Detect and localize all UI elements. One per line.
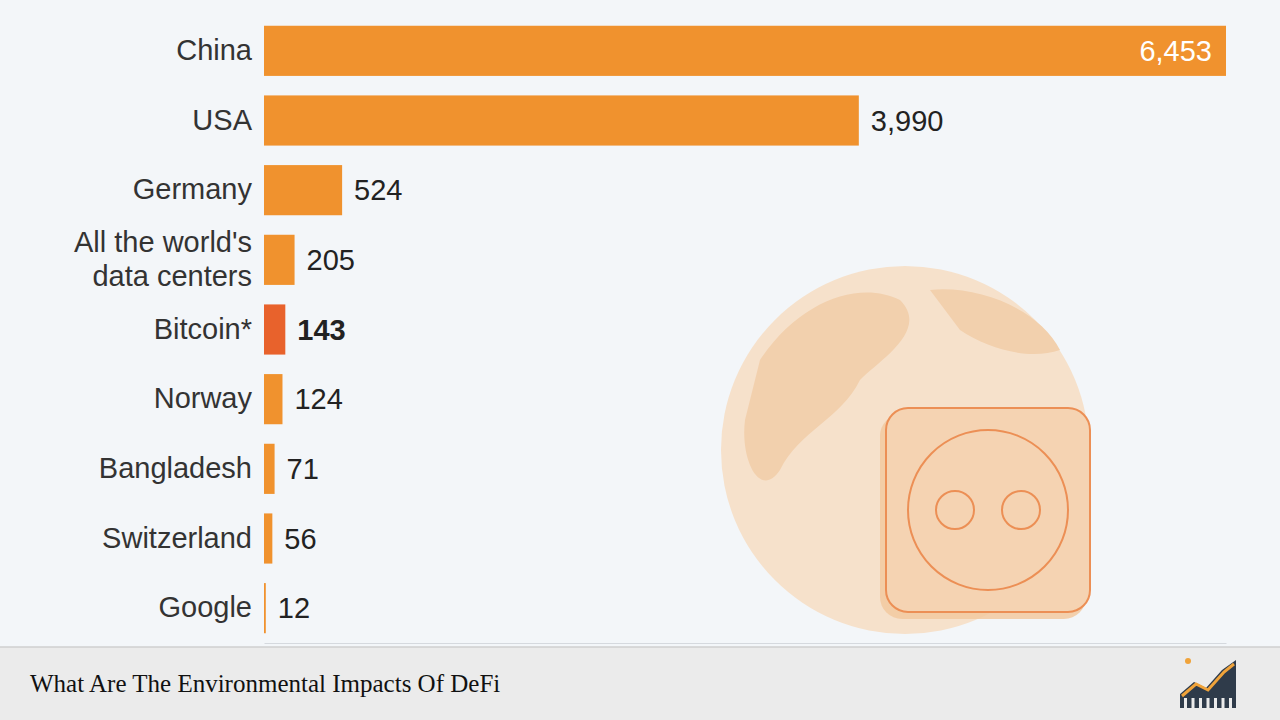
logo-dot — [1185, 658, 1191, 664]
y-tick-label: Bangladesh — [99, 452, 252, 484]
logo-line — [1182, 664, 1234, 696]
globe — [721, 266, 1089, 634]
y-tick-label: Norway — [154, 382, 253, 414]
bar — [264, 235, 295, 285]
data-label: 56 — [284, 523, 316, 555]
bar — [264, 374, 282, 424]
logo-bar — [1214, 698, 1217, 708]
data-label: 71 — [287, 453, 319, 485]
y-tick: USA — [192, 104, 264, 136]
y-tick: Germany — [133, 173, 264, 205]
y-axis: China USA Germany All the world'sdata cente… — [74, 34, 264, 623]
x-axis-line — [265, 643, 1227, 644]
y-tick-label: Switzerland — [102, 522, 252, 554]
data-label: 12 — [278, 592, 310, 624]
logo-bar — [1222, 698, 1225, 708]
logo-bar — [1229, 698, 1232, 708]
bars — [264, 26, 1226, 633]
logo-shape — [1180, 660, 1236, 708]
logo-bar — [1192, 698, 1195, 708]
y-tick-label: Germany — [133, 173, 253, 205]
plug-hole — [936, 491, 974, 529]
plug-hole — [1002, 491, 1040, 529]
plug-plate — [886, 408, 1090, 612]
logo-bar — [1199, 698, 1202, 708]
bar — [264, 95, 859, 145]
bar — [264, 26, 1226, 76]
y-tick: Switzerland — [102, 522, 264, 554]
bar — [264, 583, 266, 633]
bar — [264, 165, 342, 215]
logo — [1180, 658, 1236, 708]
decoration — [721, 266, 1090, 634]
y-tick: Norway — [154, 382, 264, 414]
y-tick: Bangladesh — [99, 452, 264, 484]
bar — [264, 444, 275, 494]
bar — [264, 513, 272, 563]
title: What Are The Environmental Impacts Of De… — [30, 670, 500, 697]
plug-socket — [908, 430, 1068, 590]
y-tick: China — [176, 34, 264, 66]
background — [0, 0, 1280, 720]
y-tick-label: All the world'sdata centers — [74, 226, 252, 291]
logo-bar — [1184, 698, 1187, 708]
bar — [264, 304, 285, 354]
data-label: 143 — [297, 314, 345, 346]
logo-bar — [1207, 698, 1210, 708]
y-tick-label: Google — [158, 591, 252, 623]
data-label: 3,990 — [871, 105, 944, 137]
footer-border — [0, 646, 1280, 648]
y-tick-label: China — [176, 34, 253, 66]
data-label: 6,453 — [1139, 35, 1212, 67]
y-tick: Bitcoin* — [154, 313, 264, 345]
x-axis — [265, 643, 1227, 644]
data-label: 124 — [294, 383, 342, 415]
y-tick-label: USA — [192, 104, 252, 136]
data-label: 205 — [307, 244, 355, 276]
data-labels: 6,453 3,990 524 205 143 124 71 56 12 — [278, 35, 1212, 624]
y-tick: All the world'sdata centers — [74, 226, 264, 291]
footer — [0, 647, 1280, 720]
y-tick: Google — [158, 591, 264, 623]
y-tick-label: Bitcoin* — [154, 313, 252, 345]
data-label: 524 — [354, 174, 402, 206]
